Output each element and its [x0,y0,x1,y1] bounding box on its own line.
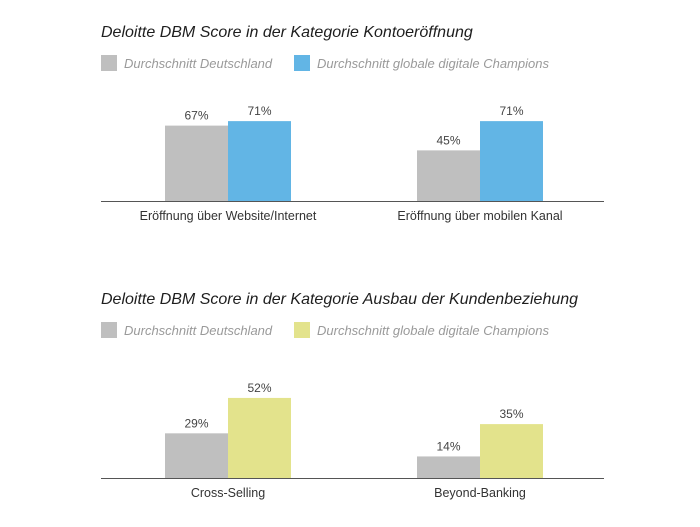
category-label: Beyond-Banking [434,486,526,500]
bar-germany-1 [417,150,480,201]
bar-germany-1 [417,456,480,478]
chart-1-legend-champions: Durchschnitt globale digitale Champions [294,55,549,71]
category-label: Cross-Selling [191,486,265,500]
bar-champions-1 [480,121,543,201]
legend-label-champions: Durchschnitt globale digitale Champions [317,55,549,71]
legend-label-germany: Durchschnitt Deutschland [124,55,273,71]
legend-swatch-germany [101,322,117,338]
legend-swatch-champions [294,322,310,338]
data-label: 71% [247,104,271,118]
legend-swatch-champions [294,55,310,71]
data-label: 52% [247,381,271,395]
category-label: Eröffnung über Website/Internet [140,209,317,223]
data-label: 67% [184,109,208,123]
bar-germany-0 [165,125,228,201]
data-label: 45% [436,133,460,147]
bar-champions-0 [228,397,291,478]
data-label: 35% [499,407,523,421]
data-label: 14% [436,439,460,453]
data-label: 71% [499,104,523,118]
bar-germany-0 [165,433,228,478]
chart-1-title: Deloitte DBM Score in der Kategorie Kont… [101,24,473,41]
chart-1-legend-germany: Durchschnitt Deutschland [101,55,272,71]
bar-champions-0 [228,121,291,201]
chart-1-plot: 67% 71% Eröffnung über Website/Internet 45%… [101,104,604,223]
chart-2-legend-germany: Durchschnitt Deutschland [101,322,272,338]
chart-2-legend-champions: Durchschnitt globale digitale Champions [294,322,549,338]
legend-label-champions: Durchschnitt globale digitale Champions [317,322,549,338]
bar-champions-1 [480,424,543,478]
data-label: 29% [184,416,208,430]
legend-label-germany: Durchschnitt Deutschland [124,322,273,338]
legend-swatch-germany [101,55,117,71]
chart-2-title: Deloitte DBM Score in der Kategorie Ausb… [101,291,579,308]
category-label: Eröffnung über mobilen Kanal [397,209,562,223]
